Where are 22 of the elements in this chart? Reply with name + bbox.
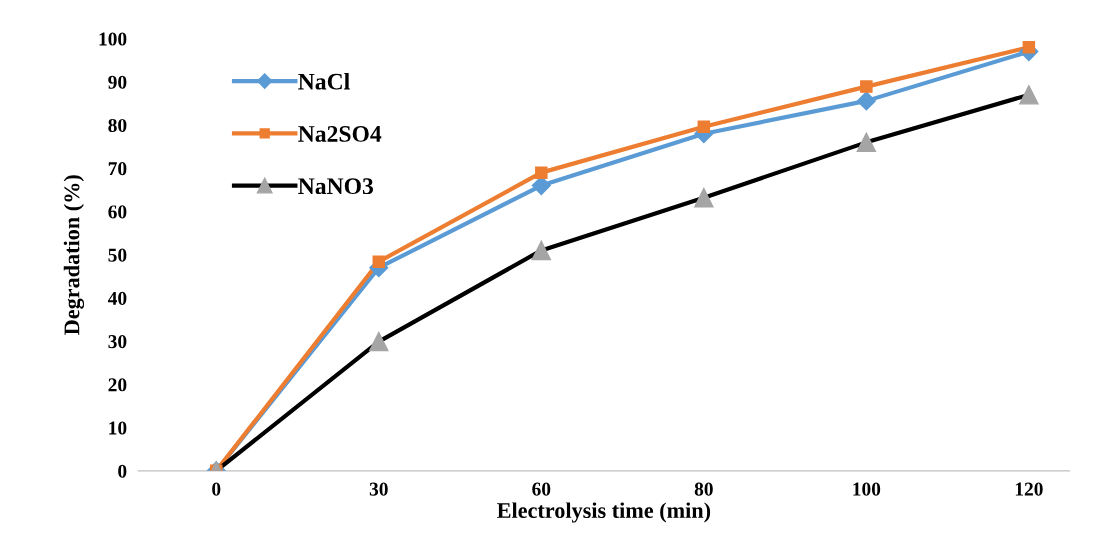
y-axis-title: Degradation (%) (63, 175, 85, 335)
legend-label: NaNO3 (298, 178, 374, 195)
x-tick-label: 60 (532, 482, 551, 496)
legend-label: NaCl (298, 73, 350, 90)
y-tick-label: 0 (118, 464, 127, 478)
y-tick-label: 50 (108, 248, 127, 262)
x-tick-label: 80 (694, 482, 713, 496)
y-tick-label: 40 (107, 291, 127, 305)
x-tick-label: 120 (1015, 482, 1043, 496)
y-tick-label: 100 (99, 32, 127, 46)
x-tick-label: 0 (212, 482, 221, 496)
y-tick-label: 30 (108, 335, 127, 349)
y-tick-label: 80 (108, 118, 127, 133)
y-tick-label: 90 (108, 75, 127, 89)
y-tick-label: 20 (108, 378, 127, 392)
y-tick-label: 70 (108, 162, 127, 176)
y-tick-label: 60 (108, 205, 127, 219)
x-tick-label: 100 (853, 482, 881, 496)
y-tick-label: 10 (109, 421, 127, 435)
x-axis-title: Electrolysis time (min) (497, 502, 711, 523)
legend-label: Na2SO4 (298, 126, 382, 142)
x-tick-label: 30 (369, 482, 388, 496)
